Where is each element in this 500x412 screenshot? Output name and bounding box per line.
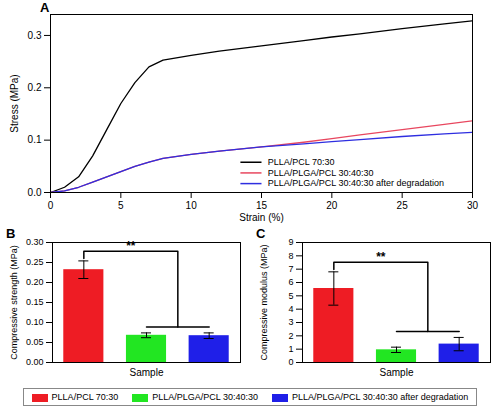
svg-text:0.2: 0.2 [28, 82, 42, 93]
svg-text:15: 15 [256, 200, 268, 211]
svg-text:Sample: Sample [380, 367, 414, 378]
svg-text:0: 0 [48, 200, 54, 211]
html-text:PLLA/PLGA/PCL 30:40:30 after d: PLLA/PLGA/PCL 30:40:30 after degradation [292, 392, 469, 402]
svg-text:7: 7 [288, 264, 293, 274]
svg-text:2: 2 [288, 331, 293, 341]
svg-text:Strain (%): Strain (%) [239, 212, 283, 223]
svg-text:**: ** [126, 239, 136, 253]
svg-text:Stress (MPa): Stress (MPa) [9, 74, 20, 132]
html-text:C: C [256, 226, 266, 241]
svg-text:PLLA/PLGA/PCL 30:40:30 after d: PLLA/PLGA/PCL 30:40:30 after degradation [268, 178, 444, 188]
svg-text:3: 3 [288, 317, 293, 327]
html-text:PLLA/PCL 70:30: PLLA/PCL 70:30 [51, 392, 119, 402]
svg-text:Compressive modulus (MPa): Compressive modulus (MPa) [259, 244, 269, 360]
svg-text:5: 5 [118, 200, 124, 211]
html-text:B: B [6, 226, 16, 241]
svg-text:8: 8 [288, 251, 293, 261]
svg-text:1: 1 [288, 344, 293, 354]
svg-text:10: 10 [186, 200, 198, 211]
svg-text:20: 20 [326, 200, 338, 211]
svg-text:0.25: 0.25 [26, 257, 44, 267]
svg-text:0.05: 0.05 [26, 337, 44, 347]
svg-text:5: 5 [288, 291, 293, 301]
svg-text:0.1: 0.1 [28, 134, 42, 145]
svg-text:Compressive strength (MPa): Compressive strength (MPa) [9, 245, 19, 360]
svg-text:6: 6 [288, 277, 293, 287]
html-text:PLLA/PLGA/PCL 30:40:30: PLLA/PLGA/PCL 30:40:30 [152, 392, 259, 402]
svg-text:30: 30 [467, 200, 479, 211]
svg-text:PLLA/PLGA/PCL 30:40:30: PLLA/PLGA/PCL 30:40:30 [268, 168, 374, 178]
svg-text:0.3: 0.3 [28, 30, 42, 41]
svg-text:0.10: 0.10 [26, 317, 44, 327]
svg-text:**: ** [376, 250, 386, 264]
html-text:A: A [40, 0, 50, 15]
svg-text:0.20: 0.20 [26, 277, 44, 287]
svg-text:PLLA/PCL 70:30: PLLA/PCL 70:30 [268, 157, 335, 167]
svg-text:0.30: 0.30 [26, 237, 44, 247]
svg-text:Sample: Sample [130, 367, 164, 378]
svg-text:0.00: 0.00 [26, 357, 44, 367]
svg-text:0.15: 0.15 [26, 297, 44, 307]
svg-text:9: 9 [288, 237, 293, 247]
svg-text:25: 25 [397, 200, 409, 211]
svg-text:0: 0 [288, 357, 293, 367]
svg-text:4: 4 [288, 304, 293, 314]
svg-text:0.0: 0.0 [28, 187, 42, 198]
